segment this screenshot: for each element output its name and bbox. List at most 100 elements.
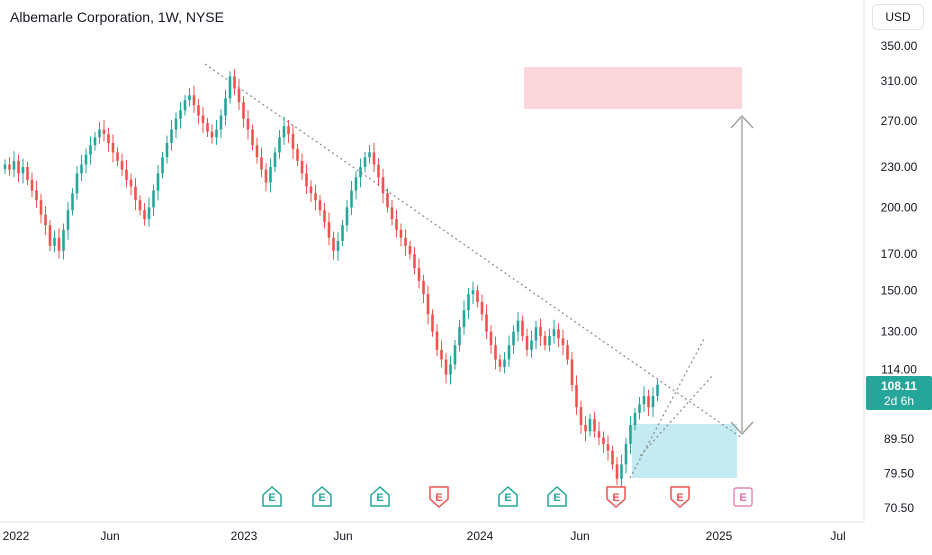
candle-body (458, 327, 461, 346)
earnings-marker[interactable]: E (370, 485, 390, 507)
x-tick-label: 2022 (3, 529, 30, 543)
candle-body (516, 320, 520, 332)
candle-body (26, 167, 29, 180)
candle-body (251, 129, 254, 146)
candle-body (372, 152, 376, 165)
candle-body (512, 331, 515, 346)
candle-body (192, 95, 196, 106)
candle-body (282, 126, 286, 138)
earnings-marker[interactable]: E (733, 487, 753, 507)
candle-body (291, 133, 295, 149)
candle-body (539, 327, 542, 337)
candle-body (296, 148, 299, 161)
candle-body (318, 200, 322, 211)
candle-body (39, 200, 43, 215)
y-tick-label: 130.00 (881, 325, 918, 339)
candle-body (498, 359, 502, 367)
candle-body (183, 100, 187, 111)
candle-body (629, 425, 632, 445)
candle-body (287, 126, 290, 134)
candle-body (21, 167, 25, 174)
earnings-marker[interactable]: E (547, 485, 567, 507)
candle-body (615, 464, 619, 479)
candle-body (93, 137, 97, 146)
price-axis[interactable]: 350.00 310.00 270.00 230.00 200.00 170.00 150.… (881, 39, 918, 515)
earnings-marker[interactable]: E (498, 485, 518, 507)
candle-body (624, 444, 628, 465)
candle-body (102, 129, 106, 134)
candle-body (579, 407, 583, 426)
candle-body (449, 364, 452, 375)
x-tick-label: 2025 (706, 529, 733, 543)
candle-body (480, 302, 484, 315)
last-price-badge: 108.11 2d 6h (866, 376, 932, 410)
candle-body (165, 143, 169, 158)
x-tick-label: Jun (333, 529, 352, 543)
earnings-marker-label: E (435, 492, 442, 504)
candle-body (588, 418, 592, 432)
candle-body (413, 254, 416, 269)
candle-body (633, 413, 637, 426)
candle-body (161, 157, 164, 174)
candle-body (570, 359, 574, 386)
candle-body (561, 338, 565, 346)
candle-body (363, 157, 367, 168)
candle-body (111, 143, 115, 153)
earnings-marker-label: E (376, 492, 383, 504)
earnings-marker[interactable]: E (429, 486, 449, 509)
candle-body (440, 349, 443, 360)
earnings-marker[interactable]: E (312, 485, 332, 507)
earnings-marker-shape (429, 486, 449, 509)
trendline-ascending-upper[interactable] (629, 336, 706, 479)
candle-body (471, 290, 475, 295)
candle-body (552, 329, 556, 337)
candle-body (647, 395, 650, 408)
candle-body (444, 359, 448, 375)
candle-body (35, 190, 38, 201)
candle-body (395, 219, 398, 230)
candle-body (260, 157, 263, 170)
earnings-marker-label: E (318, 492, 325, 504)
y-tick-label: 150.00 (881, 283, 918, 297)
earnings-marker[interactable]: E (670, 486, 690, 509)
candle-body (44, 214, 47, 226)
projection-arrow[interactable] (730, 115, 754, 435)
time-axis[interactable]: 2022 Jun 2023 Jun 2024 Jun 2025 Jul (3, 529, 846, 543)
y-tick-label: 114.00 (881, 362, 917, 376)
y-tick-label: 350.00 (881, 39, 918, 53)
candle-body (125, 169, 128, 180)
last-price-countdown: 2d 6h (884, 394, 914, 408)
earnings-marker[interactable]: E (262, 485, 282, 507)
y-tick-label: 79.50 (884, 466, 914, 480)
candle-body (53, 237, 56, 246)
candle-body (174, 118, 178, 130)
candle-body (237, 88, 241, 103)
candle-body (417, 268, 421, 281)
candle-body (17, 160, 20, 174)
candle-body (638, 404, 641, 414)
candlestick-series (3, 68, 659, 487)
y-tick-label: 270.00 (881, 114, 918, 128)
earnings-marker-label: E (612, 492, 619, 504)
trendline-descending[interactable] (204, 63, 743, 439)
candle-body (8, 164, 11, 170)
candle-body (309, 186, 313, 194)
candle-body (651, 395, 655, 408)
y-tick-label: 89.50 (884, 432, 914, 446)
candle-body (224, 98, 227, 116)
x-tick-label: Jul (830, 529, 845, 543)
candle-body (453, 345, 457, 365)
candle-body (597, 431, 601, 438)
earnings-marker[interactable]: E (606, 486, 626, 509)
x-tick-label: 2024 (467, 529, 494, 543)
support-zone (632, 424, 737, 478)
y-tick-label: 70.50 (884, 501, 914, 515)
candle-body (314, 193, 317, 201)
currency-button[interactable]: USD (872, 4, 924, 30)
earnings-marker-shape (733, 487, 753, 507)
candle-body (426, 294, 430, 315)
candle-body (507, 345, 511, 360)
